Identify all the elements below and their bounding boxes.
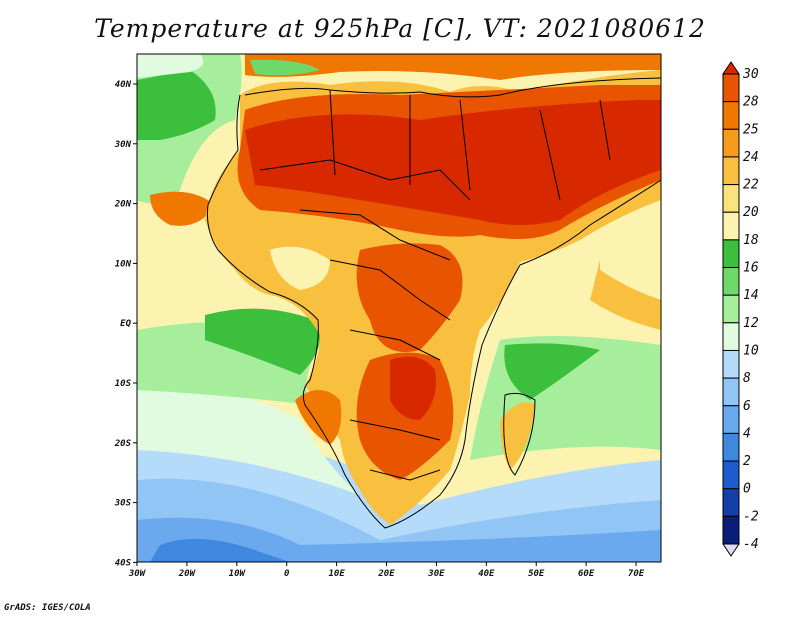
lon-tick-label: 60E — [578, 569, 595, 579]
land-temperature — [205, 70, 661, 525]
colorbar-label: 18 — [743, 233, 759, 248]
lat-tick-label: 30S — [114, 499, 132, 509]
lat-tick-label: 20S — [114, 439, 132, 449]
lat-tick-label: 30N — [114, 140, 132, 150]
longitude-ticks: 30W 20W 10W 0 10E 20E 30E 40E 50E 60E 70E — [128, 562, 645, 579]
coastlines — [207, 77, 661, 529]
lon-tick-label: 70E — [628, 569, 645, 579]
lon-tick-label: 20E — [377, 569, 395, 579]
colorbar-segment — [722, 211, 740, 241]
colorbar-label: 10 — [743, 343, 759, 358]
lat-tick-label: 40N — [115, 80, 132, 90]
colorbar-label: 16 — [743, 261, 759, 276]
colorbar-label: 25 — [743, 122, 759, 137]
colorbar-label: 24 — [743, 150, 759, 165]
grads-credit: GrADS: IGES/COLA — [4, 603, 91, 613]
colorbar-label: 30 — [742, 67, 759, 82]
colorbar-label: -2 — [743, 509, 759, 524]
colorbar-segment — [722, 267, 740, 296]
colorbar-label: 6 — [743, 399, 751, 414]
colorbar-bottom-arrow — [722, 543, 740, 557]
colorbar-segment — [722, 515, 740, 545]
colorbar-segment — [722, 432, 740, 462]
colorbar-segment — [722, 349, 740, 379]
chart-title: Temperature at 925hPa [C], VT: 202108061… — [94, 14, 706, 43]
lon-tick-label: 0 — [284, 569, 290, 579]
colorbar-label: 12 — [743, 316, 759, 331]
colorbar-segment — [722, 184, 740, 213]
colorbar-segment — [722, 156, 740, 186]
lon-tick-label: 40E — [478, 569, 495, 579]
colorbar-segment — [722, 294, 740, 324]
lat-tick-label: EQ — [120, 319, 131, 329]
lon-tick-label: 10W — [229, 569, 247, 579]
colorbar-segment — [722, 101, 740, 130]
colorbar-label: 2 — [743, 454, 751, 469]
colorbar-label: 0 — [743, 482, 751, 497]
colorbar-segment — [722, 460, 740, 490]
lon-tick-label: 50E — [528, 569, 545, 579]
colorbar-label: 20 — [743, 205, 759, 220]
colorbar-label: 8 — [743, 371, 751, 386]
lat-tick-label: 40S — [115, 558, 132, 568]
latitude-ticks: 40N 30N 20N 10N EQ 10S 20S 30S 40S — [114, 80, 137, 568]
colorbar-segment — [722, 405, 740, 434]
colorbar-segment — [722, 239, 740, 269]
lon-tick-label: 10E — [328, 569, 345, 579]
colorbar-top-arrow — [722, 61, 740, 75]
lat-tick-label: 10S — [115, 379, 132, 389]
colorbar-segment — [722, 73, 740, 103]
lon-tick-label: 30W — [128, 569, 147, 579]
colorbar-label: 28 — [743, 95, 759, 110]
lat-tick-label: 20N — [114, 200, 132, 210]
colorbar-label: 14 — [743, 288, 759, 303]
colorbar-segment — [722, 377, 740, 407]
lon-tick-label: 20W — [178, 569, 197, 579]
colorbar-segment — [722, 488, 740, 517]
colorbar-label: 22 — [743, 178, 759, 193]
colorbar-label: 4 — [743, 426, 751, 441]
colorbar-label: -4 — [743, 537, 759, 552]
colorbar-segment — [722, 322, 740, 351]
colorbar-segment — [722, 128, 740, 158]
map-frame — [136, 53, 662, 563]
lon-tick-label: 30E — [427, 569, 445, 579]
lat-tick-label: 10N — [115, 259, 132, 269]
